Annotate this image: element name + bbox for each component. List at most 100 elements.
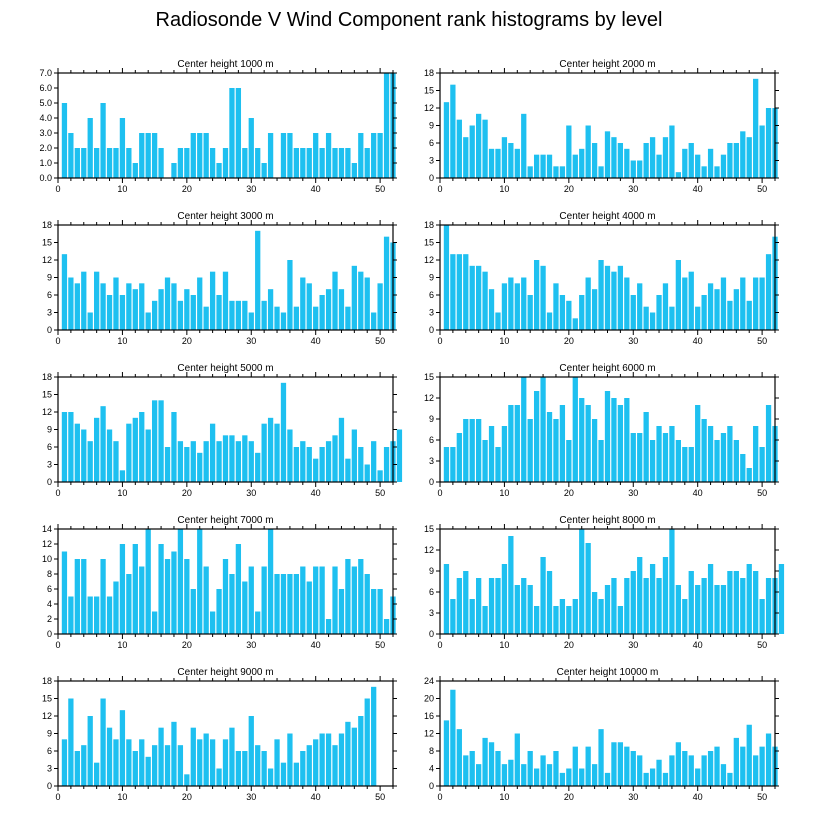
histogram-bar — [190, 589, 196, 634]
histogram-bar — [662, 433, 669, 482]
y-tick-label: 18 — [424, 220, 434, 230]
histogram-bar — [746, 468, 752, 482]
histogram-bar — [688, 447, 694, 482]
histogram-bar — [209, 423, 216, 482]
histogram-bar — [68, 133, 74, 178]
histogram-bar — [740, 131, 746, 178]
histogram-bar — [358, 559, 364, 634]
histogram-bar — [746, 724, 752, 786]
x-tick-label: 20 — [564, 488, 574, 498]
y-tick-label: 0 — [429, 629, 434, 639]
histogram-panel: Center height 4000 m 0 3 6 9 12 15 18 0 10 20 30 40 5… — [424, 211, 779, 346]
histogram-bar — [293, 306, 299, 330]
histogram-bar — [604, 265, 611, 330]
histogram-bar — [358, 271, 364, 330]
histogram-bar — [351, 265, 357, 330]
histogram-bar — [255, 745, 261, 786]
histogram-bar — [521, 377, 527, 482]
y-tick-label: 9 — [429, 273, 434, 283]
histogram-bar — [675, 585, 681, 634]
histogram-panel: Center height 9000 m 0 3 6 9 12 15 18 0 10 20 30 40 5… — [42, 667, 397, 802]
histogram-bar — [501, 137, 508, 178]
histogram-bar — [87, 312, 93, 330]
histogram-bar — [682, 447, 688, 482]
x-tick-label: 10 — [117, 184, 127, 194]
histogram-bar — [759, 447, 765, 482]
histogram-bar — [533, 606, 540, 634]
histogram-bar — [229, 435, 235, 482]
histogram-bar — [598, 599, 604, 634]
histogram-bar — [591, 289, 598, 330]
histogram-bar — [559, 405, 566, 482]
histogram-bar — [746, 300, 752, 330]
histogram-bar — [443, 102, 450, 178]
histogram-bar — [753, 755, 759, 787]
histogram-bar — [81, 559, 87, 634]
histogram-bar — [132, 163, 138, 178]
y-tick-label: 2 — [47, 614, 52, 624]
histogram-bar — [727, 143, 733, 178]
panel-title: Center height 6000 m — [559, 363, 655, 374]
histogram-bar — [216, 441, 222, 482]
histogram-bar — [720, 433, 727, 482]
histogram-bar — [611, 398, 617, 482]
histogram-bar — [656, 578, 662, 634]
histogram-bar — [203, 306, 209, 330]
y-tick-label: 15 — [42, 238, 52, 248]
histogram-bar — [126, 739, 132, 786]
histogram-bar — [630, 571, 636, 634]
histogram-bar — [184, 148, 190, 178]
histogram-bar — [184, 447, 190, 482]
y-tick-label: 8 — [429, 746, 434, 756]
histogram-bar — [255, 148, 261, 178]
histogram-bar — [158, 289, 164, 330]
histogram-bar — [94, 148, 100, 178]
histogram-bar — [267, 529, 274, 634]
histogram-bar — [527, 295, 533, 330]
histogram-bar — [377, 133, 383, 178]
histogram-bar — [546, 571, 553, 634]
histogram-bar — [158, 727, 164, 786]
histogram-bar — [242, 300, 248, 330]
histogram-bar — [287, 733, 293, 786]
histogram-bar — [598, 260, 604, 330]
histogram-bar — [203, 733, 209, 786]
histogram-bar — [338, 589, 345, 634]
x-tick-label: 10 — [499, 488, 509, 498]
histogram-bar — [598, 729, 604, 787]
histogram-bar — [139, 283, 145, 330]
histogram-bar — [669, 306, 675, 330]
histogram-bar — [81, 271, 87, 330]
histogram-bar — [572, 746, 578, 787]
histogram-bar — [540, 755, 546, 787]
y-tick-label: 6.0 — [39, 83, 52, 93]
histogram-bar — [338, 148, 345, 178]
histogram-bar — [688, 271, 694, 330]
histogram-bar — [164, 447, 171, 482]
histogram-bar — [469, 751, 475, 786]
histogram-bar — [371, 589, 377, 634]
histogram-panel: Center height 8000 m 0 3 6 9 12 15 0 10 20 30 40 50 — [424, 515, 785, 650]
histogram-bar — [656, 295, 662, 330]
histogram-bar — [450, 84, 456, 178]
histogram-bar — [443, 720, 450, 787]
histogram-bar — [701, 295, 707, 330]
y-tick-label: 24 — [424, 676, 434, 686]
histogram-bar — [145, 756, 151, 786]
histogram-bar — [319, 733, 325, 786]
panel-title: Center height 1000 m — [177, 59, 273, 70]
histogram-bar — [611, 271, 617, 330]
x-tick-label: 20 — [182, 488, 192, 498]
y-tick-label: 12 — [424, 545, 434, 555]
x-tick-label: 40 — [311, 640, 321, 650]
histogram-bar — [313, 566, 319, 634]
histogram-bar — [727, 426, 733, 482]
y-tick-label: 6 — [429, 587, 434, 597]
histogram-bar — [139, 566, 145, 634]
histogram-bar — [106, 295, 113, 330]
histogram-bar — [87, 716, 93, 786]
y-tick-label: 9 — [429, 414, 434, 424]
histogram-bar — [482, 271, 488, 330]
histogram-bar — [364, 277, 370, 330]
histogram-bar — [396, 429, 403, 482]
